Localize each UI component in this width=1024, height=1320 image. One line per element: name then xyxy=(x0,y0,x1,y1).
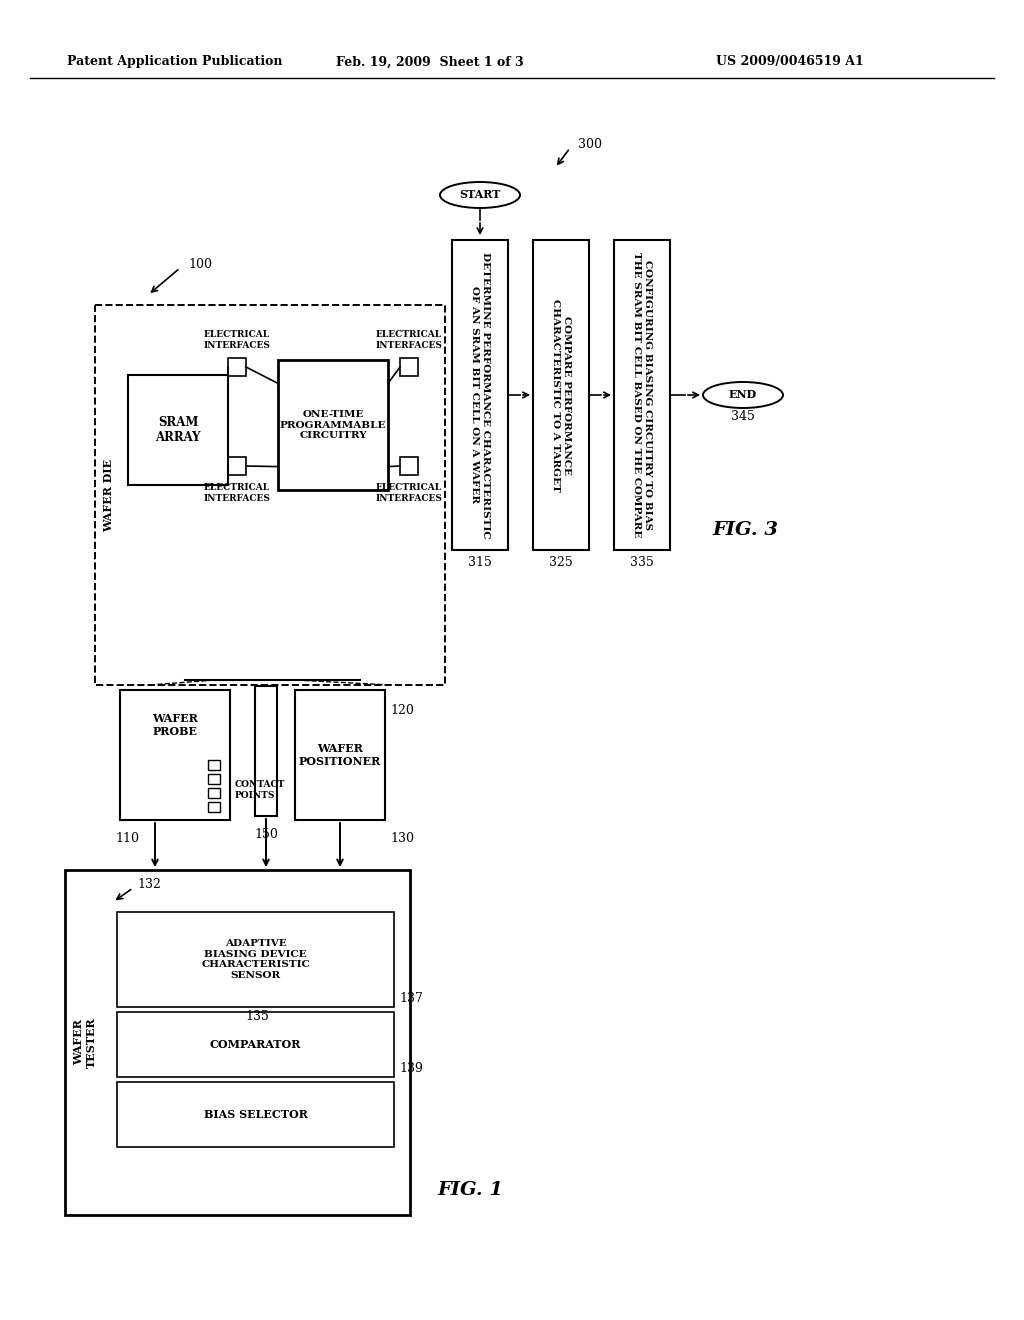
Text: ADAPTIVE
BIASING DEVICE
CHARACTERISTIC
SENSOR: ADAPTIVE BIASING DEVICE CHARACTERISTIC S… xyxy=(201,940,310,979)
Text: 100: 100 xyxy=(188,257,212,271)
Text: CONTACT
POINTS: CONTACT POINTS xyxy=(234,780,286,800)
Text: 325: 325 xyxy=(549,556,572,569)
Text: COMPARATOR: COMPARATOR xyxy=(210,1039,301,1049)
Text: ELECTRICAL
INTERFACES: ELECTRICAL INTERFACES xyxy=(376,330,442,350)
Text: 300: 300 xyxy=(578,139,602,152)
Text: FIG. 3: FIG. 3 xyxy=(712,521,778,539)
Text: 135: 135 xyxy=(246,1011,269,1023)
Text: DETERMINE PERFORMANCE CHARACTERISTIC
OF AN SRAM BIT CELL ON A WAFER: DETERMINE PERFORMANCE CHARACTERISTIC OF … xyxy=(470,252,489,539)
Text: 139: 139 xyxy=(399,1063,423,1076)
Text: 137: 137 xyxy=(399,993,423,1006)
Text: 345: 345 xyxy=(731,411,755,424)
Text: END: END xyxy=(729,389,757,400)
Text: BIAS SELECTOR: BIAS SELECTOR xyxy=(204,1109,307,1119)
Text: WAFER
PROBE: WAFER PROBE xyxy=(152,713,198,737)
Text: ELECTRICAL
INTERFACES: ELECTRICAL INTERFACES xyxy=(376,483,442,503)
Text: COMPARE PERFORMANCE
CHARACTERISTIC TO A TARGET: COMPARE PERFORMANCE CHARACTERISTIC TO A … xyxy=(551,298,570,491)
Text: WAFER
TESTER: WAFER TESTER xyxy=(73,1018,97,1068)
Text: ELECTRICAL
INTERFACES: ELECTRICAL INTERFACES xyxy=(204,330,270,350)
Text: START: START xyxy=(460,190,501,201)
Text: Feb. 19, 2009  Sheet 1 of 3: Feb. 19, 2009 Sheet 1 of 3 xyxy=(336,55,524,69)
Text: WAFER
POSITIONER: WAFER POSITIONER xyxy=(299,743,381,767)
Text: FIG. 1: FIG. 1 xyxy=(437,1181,503,1199)
Text: ELECTRICAL
INTERFACES: ELECTRICAL INTERFACES xyxy=(204,483,270,503)
Text: ONE-TIME
PROGRAMMABLE
CIRCUITRY: ONE-TIME PROGRAMMABLE CIRCUITRY xyxy=(280,411,386,440)
Text: 150: 150 xyxy=(254,828,278,841)
Text: SRAM
ARRAY: SRAM ARRAY xyxy=(156,416,201,444)
Text: 132: 132 xyxy=(137,879,161,891)
Text: 335: 335 xyxy=(630,556,654,569)
Text: WAFER DIE: WAFER DIE xyxy=(103,458,115,532)
Text: 110: 110 xyxy=(115,832,139,845)
Text: 120: 120 xyxy=(390,704,414,717)
Text: Patent Application Publication: Patent Application Publication xyxy=(68,55,283,69)
Text: US 2009/0046519 A1: US 2009/0046519 A1 xyxy=(716,55,864,69)
Text: 315: 315 xyxy=(468,556,492,569)
Text: CONFIGURING BIASING CIRCUITRY TO BIAS
THE SRAM BIT CELL BASED ON THE COMPARE: CONFIGURING BIASING CIRCUITRY TO BIAS TH… xyxy=(632,252,651,537)
Text: 130: 130 xyxy=(390,832,414,845)
